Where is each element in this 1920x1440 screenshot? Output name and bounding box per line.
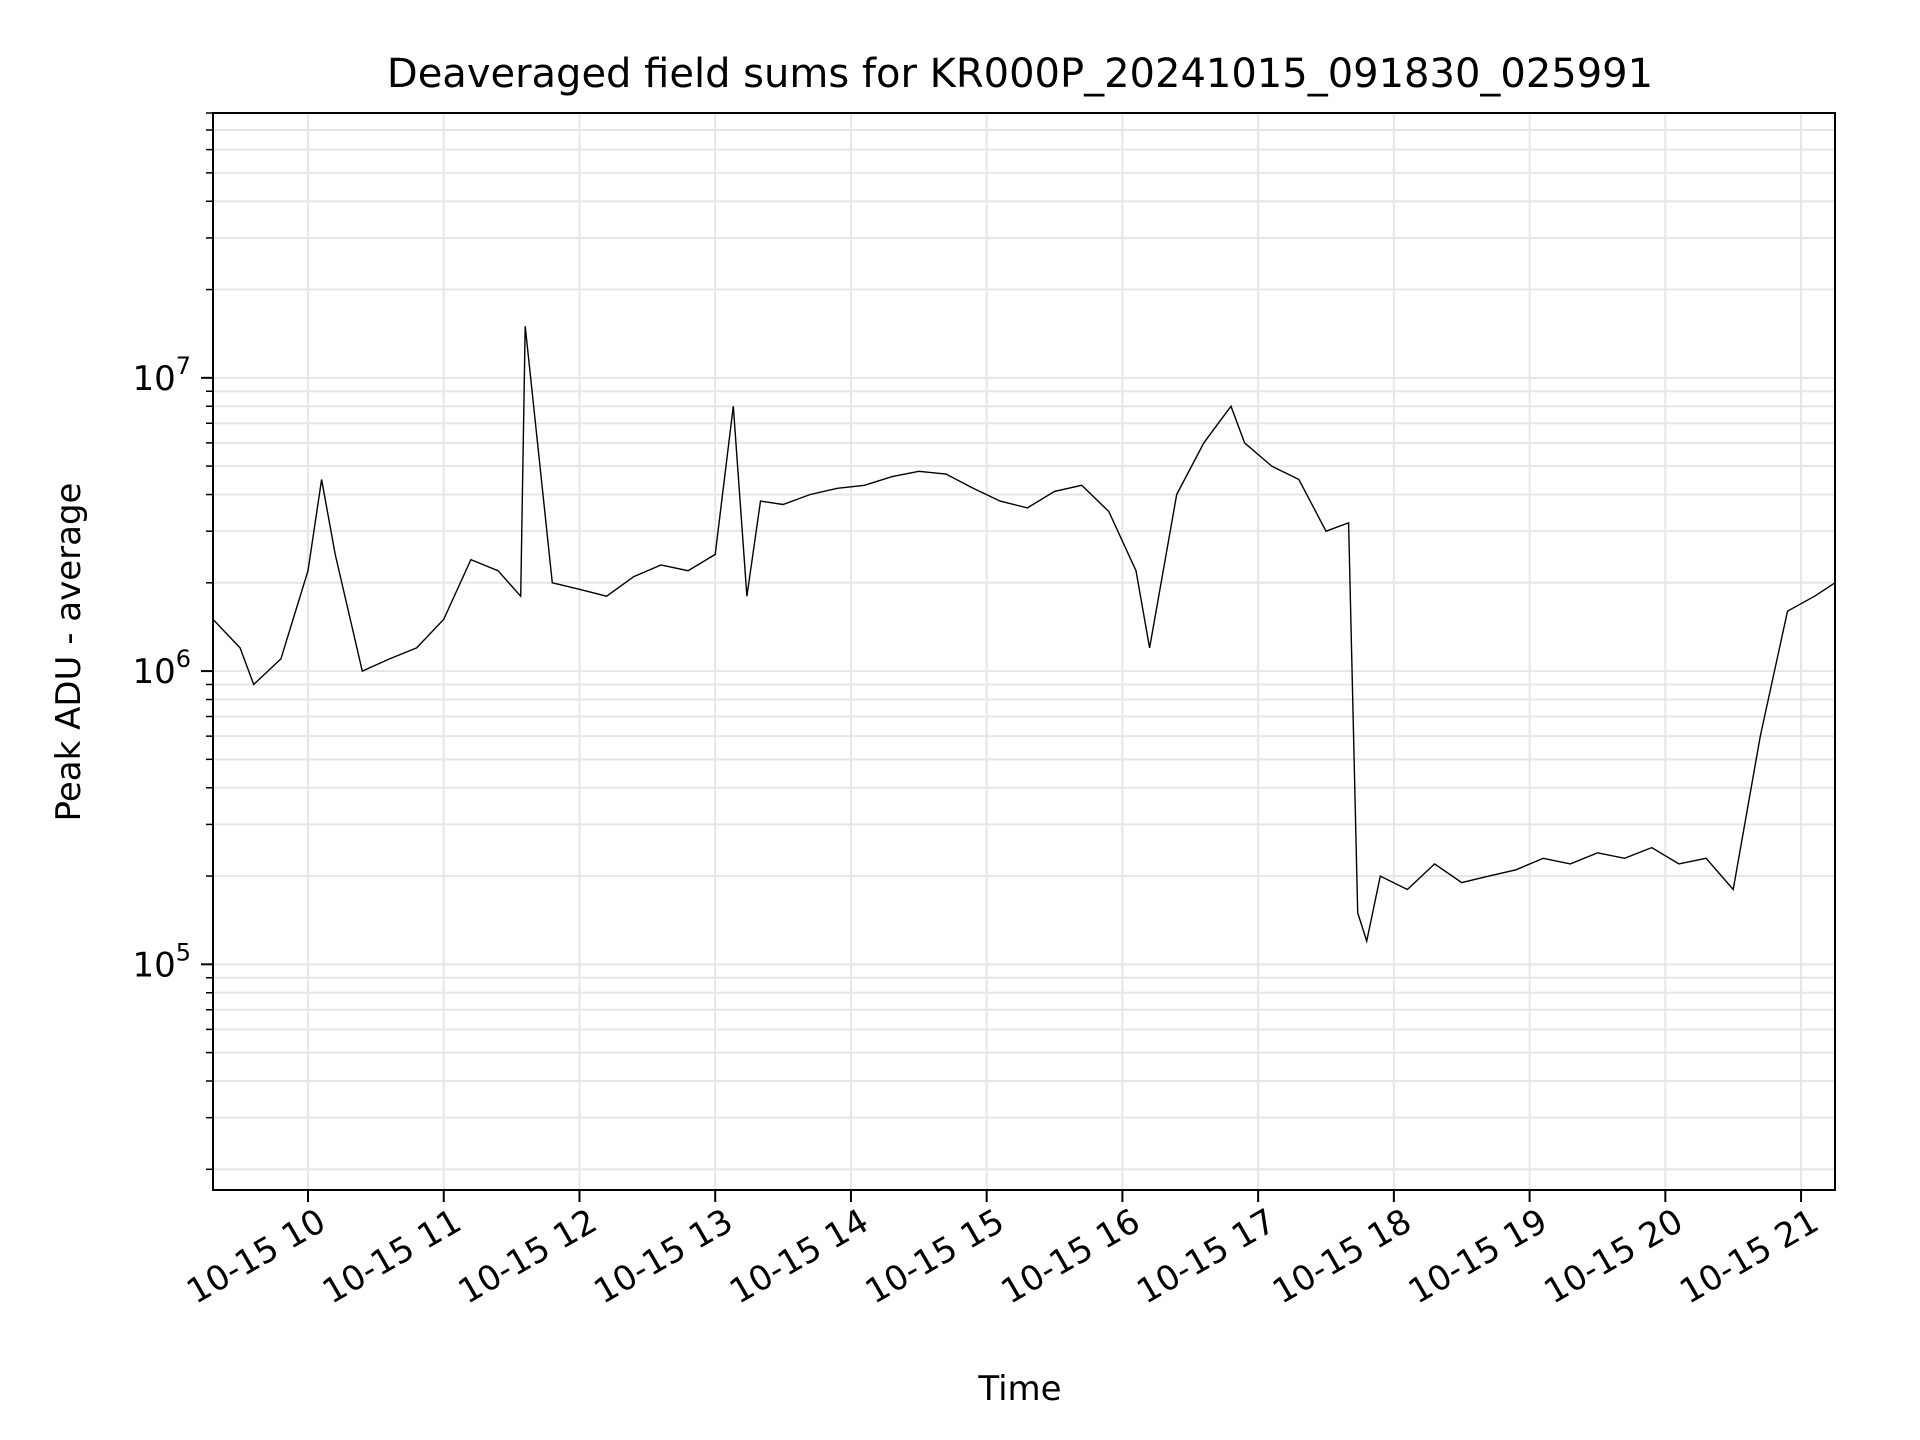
y-tick-label-2: 107 (132, 352, 191, 399)
y-tick-label-1: 106 (132, 645, 191, 692)
y-tick-label-0: 105 (132, 938, 191, 985)
series-line (213, 326, 1835, 944)
y-axis-ticks: 105 106 107 (132, 352, 213, 985)
chart-title: Deaveraged field sums for KR000P_2024101… (387, 51, 1653, 97)
x-axis-label: Time (977, 1369, 1061, 1409)
plot-frame (212, 112, 1836, 1191)
y-axis-label: Peak ADU - average (49, 483, 89, 822)
y-axis-minor-ticks (206, 112, 213, 1171)
plot-area (213, 326, 1835, 944)
grid-layer (213, 112, 1835, 1190)
